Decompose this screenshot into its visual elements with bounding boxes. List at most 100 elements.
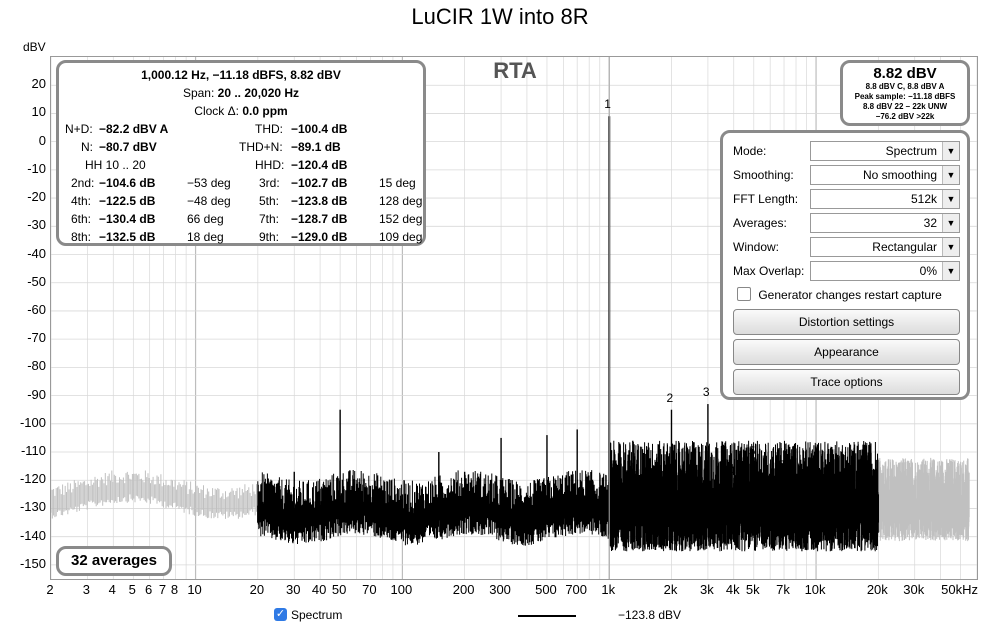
y-tick-label: -50	[27, 273, 46, 289]
spectrum-noise-floor	[257, 470, 610, 546]
averages-select[interactable]: 32 ▼	[810, 213, 960, 233]
x-tick-label: 20	[249, 582, 265, 597]
span-row: Span: 20 .. 20,020 Hz	[59, 86, 423, 100]
y-tick-label: 0	[38, 132, 46, 148]
harmonic-marker-8: 8	[791, 478, 798, 493]
y-tick-label: -90	[27, 386, 46, 402]
y-tick-label: -130	[19, 499, 46, 515]
harmonic-label: 9th:	[259, 230, 280, 244]
y-tick-label: -80	[27, 358, 46, 374]
trace-options-button[interactable]: Trace options	[733, 369, 960, 395]
x-tick-label: 5k	[745, 582, 760, 597]
harmonic-marker-6: 6	[765, 480, 772, 495]
window-label: Window:	[733, 240, 780, 254]
smoothing-select[interactable]: No smoothing ▼	[810, 165, 960, 185]
harmonic-level: −129.0 dB	[291, 230, 348, 244]
chart-title: LuCIR 1W into 8R	[411, 4, 589, 29]
span-label: Span:	[182, 86, 215, 100]
window-select[interactable]: Rectangular ▼	[810, 237, 960, 257]
harmonic-phase: 128 deg	[379, 194, 423, 208]
harmonic-label: 2nd:	[71, 176, 95, 190]
spectrum-noise-floor	[608, 440, 879, 552]
fft-length-value: 512k	[910, 192, 937, 206]
x-tick-label: 4k	[725, 582, 740, 597]
thdn-label: THD+N:	[239, 140, 283, 154]
fft-length-select[interactable]: 512k ▼	[810, 189, 960, 209]
x-tick-label: 10	[187, 582, 202, 597]
level-line-above-22k: −76.2 dBV >22k	[875, 112, 935, 121]
thd-label: THD:	[255, 122, 283, 136]
averages-value: 32	[923, 216, 937, 230]
chevron-down-icon: ▼	[942, 238, 959, 256]
mode-label: Mode:	[733, 144, 767, 158]
y-tick-label: 10	[31, 104, 46, 120]
mode-row: Mode: Spectrum ▼	[733, 141, 963, 161]
x-tick-label: 100	[390, 582, 413, 597]
x-tick-label: 3k	[700, 582, 714, 597]
harmonic-level: −122.5 dB	[99, 194, 156, 208]
smoothing-value: No smoothing	[862, 168, 937, 182]
x-tick-label: 2k	[663, 582, 678, 597]
clock-row: Clock Δ: 0.0 ppm	[59, 104, 423, 118]
chevron-down-icon: ▼	[942, 142, 959, 160]
x-tick-label: 30	[286, 582, 301, 597]
harmonic-marker-2: 2	[666, 390, 674, 405]
x-tick-label: 700	[565, 582, 588, 597]
harmonic-label: 4th:	[71, 194, 92, 208]
y-tick-label: -100	[19, 414, 46, 430]
legend-value: −123.8 dBV	[618, 608, 682, 622]
legend-line-swatch	[518, 615, 576, 617]
harmonic-marker-7: 7	[779, 458, 786, 473]
max-overlap-label: Max Overlap:	[733, 264, 805, 278]
hhd-label: HHD:	[255, 158, 285, 172]
x-tick-label: 3	[82, 582, 91, 597]
harmonic-level: −102.7 dB	[291, 176, 348, 190]
y-tick-label: -30	[27, 217, 46, 233]
harmonic-label: 8th:	[71, 230, 92, 244]
spectrum-visible-checkbox[interactable]: ✓	[274, 608, 287, 621]
x-tick-label: 7	[158, 582, 167, 597]
harmonic-marker-9: 9	[801, 472, 809, 487]
level-line-peak: Peak sample: −11.18 dBFS	[854, 92, 956, 101]
distortion-stats-panel[interactable]: 1,000.12 Hz, −11.18 dBFS, 8.82 dBV Span:…	[56, 60, 426, 246]
generator-restart-label: Generator changes restart capture	[758, 288, 942, 302]
x-tick-label: 50	[331, 582, 347, 597]
x-tick-label: 8	[170, 582, 179, 597]
legend-spectrum-label: Spectrum	[291, 608, 343, 622]
harmonic-phase: −48 deg	[187, 194, 231, 208]
max-overlap-row: Max Overlap: 0% ▼	[733, 261, 963, 281]
distortion-settings-button[interactable]: Distortion settings	[733, 309, 960, 335]
fft-length-label: FFT Length:	[733, 192, 799, 206]
harmonic-level: −123.8 dB	[291, 194, 348, 208]
clock-label: Clock Δ:	[194, 104, 239, 118]
harmonic-phase: 66 deg	[187, 212, 224, 226]
harmonic-phase: 15 deg	[379, 176, 416, 190]
harmonic-marker-4: 4	[728, 464, 736, 479]
mode-value: Spectrum	[885, 144, 937, 158]
harmonic-marker-1: 1	[604, 97, 611, 112]
generator-restart-checkbox[interactable]	[737, 287, 751, 301]
harmonic-phase: 152 deg	[379, 212, 423, 226]
hhd-value: −120.4 dB	[291, 158, 348, 172]
chevron-down-icon: ▼	[942, 214, 959, 232]
mode-select[interactable]: Spectrum ▼	[810, 141, 960, 161]
nd-label: N+D:	[65, 122, 93, 136]
y-tick-label: -70	[27, 330, 46, 346]
rta-controls-panel: Mode: Spectrum ▼ Smoothing: No smoothing ▼…	[720, 130, 970, 400]
harmonic-phase: 18 deg	[187, 230, 224, 244]
averages-label: Averages:	[733, 216, 787, 230]
x-tick-label: 200	[452, 582, 475, 597]
level-line-unw: 8.8 dBV 22 – 22k UNW	[862, 102, 948, 111]
x-tick-label: 10k	[804, 582, 826, 597]
level-meter-panel[interactable]: 8.82 dBV 8.8 dBV C, 8.8 dBV A Peak sampl…	[840, 60, 970, 126]
appearance-button[interactable]: Appearance	[733, 339, 960, 365]
x-tick-label: 20k	[866, 582, 888, 597]
max-overlap-select[interactable]: 0% ▼	[810, 261, 960, 281]
averages-badge: 32 averages	[56, 546, 172, 576]
max-overlap-value: 0%	[919, 264, 937, 278]
y-axis-unit: dBV	[23, 40, 46, 54]
span-value: 20 .. 20,020 Hz	[217, 86, 300, 100]
rta-label: RTA	[493, 58, 537, 83]
x-tick-label: 5	[128, 582, 136, 597]
chevron-down-icon: ▼	[942, 262, 959, 280]
